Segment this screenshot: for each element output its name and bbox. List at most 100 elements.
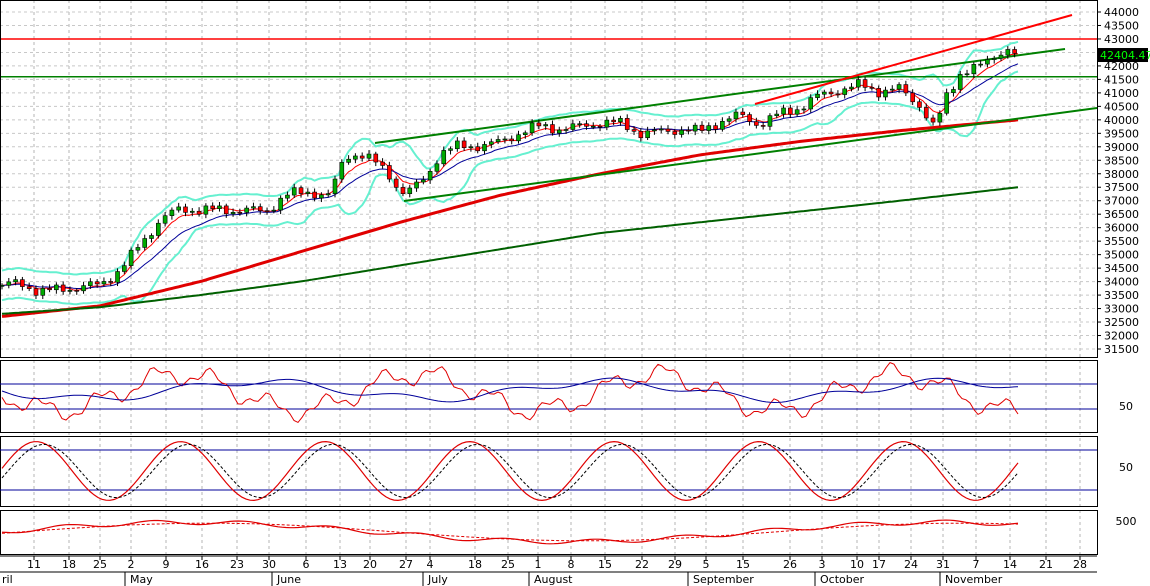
candle-body [529, 122, 535, 134]
price-tick-label: 43500 [1104, 19, 1139, 32]
candle-body [108, 281, 114, 283]
candle-body [930, 117, 936, 123]
candle-body [631, 129, 637, 132]
day-tick-label: 3 [819, 558, 826, 571]
candle-body [210, 205, 215, 209]
candlesticks [0, 46, 1017, 300]
candle-body [346, 158, 351, 163]
candle-body [94, 281, 100, 285]
candle-body [584, 123, 589, 127]
day-tick-label: 31 [936, 558, 950, 571]
price-tick-label: 41000 [1104, 87, 1139, 100]
candle-body [713, 125, 718, 130]
price-tick-label: 35500 [1104, 235, 1139, 248]
moving-average-long [1, 118, 1019, 318]
candle-body [434, 163, 440, 172]
month-label: ril [2, 573, 13, 586]
candle-body [658, 128, 664, 131]
candle-body [760, 125, 766, 127]
candle-body [33, 288, 39, 296]
candle-body [60, 284, 66, 292]
day-tick-label: 18 [468, 558, 482, 571]
indicator-frame-2 [0, 510, 1098, 555]
day-tick-label: 2 [128, 558, 135, 571]
candle-body [183, 206, 188, 213]
candle-body [869, 87, 875, 89]
candle-body [40, 288, 46, 296]
candle-body [135, 247, 141, 251]
candle-body [563, 129, 569, 131]
candle-body [13, 279, 18, 283]
candle-body [740, 111, 746, 115]
candle-body [339, 162, 345, 180]
candle-body [801, 108, 807, 111]
price-tick-label: 40500 [1104, 100, 1139, 113]
month-label: May [130, 573, 153, 586]
candle-body [380, 161, 385, 166]
oscillator-line [1, 519, 1019, 545]
indicator-frame-1 [0, 436, 1098, 507]
candle-body [971, 64, 977, 75]
candle-body [448, 148, 453, 151]
last-price-label: 42404.47 [1100, 49, 1150, 62]
candle-body [754, 121, 759, 126]
candle-body [196, 210, 202, 215]
candle-body [115, 271, 120, 283]
price-tick-label: 31500 [1104, 343, 1139, 356]
candle-body [495, 139, 501, 143]
month-label: September [693, 573, 754, 586]
candle-body [672, 131, 678, 135]
candle-body [543, 124, 548, 127]
candle-body [604, 119, 610, 128]
candle-body [291, 187, 297, 196]
last-price-box [1098, 48, 1148, 63]
candle-body [828, 91, 834, 95]
main-panel-frame [0, 0, 1098, 358]
candle-body [774, 113, 780, 117]
candle-body [536, 122, 542, 127]
candle-body [427, 171, 433, 181]
candle-body [162, 215, 168, 224]
day-tick-label: 8 [568, 558, 575, 571]
day-tick-label: 28 [1073, 558, 1087, 571]
candle-body [366, 153, 372, 159]
candle-body [414, 181, 419, 189]
candle-body [230, 212, 236, 215]
candle-body [590, 125, 596, 128]
price-tick-label: 38000 [1104, 168, 1139, 181]
candle-body [781, 107, 786, 115]
day-tick-label: 22 [635, 558, 649, 571]
candle-body [896, 84, 902, 90]
candle-body [910, 92, 915, 103]
month-label: June [276, 573, 301, 586]
candle-body [128, 249, 134, 266]
day-tick-label: 26 [783, 558, 797, 571]
candle-body [142, 238, 148, 248]
candle-body [917, 101, 922, 108]
price-tick-label: 37000 [1104, 195, 1139, 208]
candle-body [978, 63, 983, 66]
candle-body [81, 285, 86, 292]
candle-body [1005, 49, 1011, 56]
candle-body [54, 284, 59, 291]
candle-body [74, 290, 80, 292]
candle-body [482, 144, 487, 152]
day-tick-label: 5 [703, 558, 710, 571]
candle-body [251, 206, 256, 209]
month-label: November [945, 573, 1003, 586]
main-panel-lines [0, 14, 1098, 318]
candle-body [203, 205, 209, 215]
price-tick-label: 42000 [1104, 60, 1139, 73]
price-tick-label: 32000 [1104, 330, 1139, 343]
candle-body [903, 84, 909, 94]
day-tick-label: 23 [230, 558, 244, 571]
candle-body [822, 91, 827, 95]
candle-body [686, 129, 691, 132]
candle-body [502, 138, 508, 141]
candle-body [849, 86, 854, 90]
grid-lines [0, 0, 1097, 554]
candle-body [624, 118, 630, 130]
candle-body [998, 54, 1004, 59]
day-tick-label: 24 [904, 558, 918, 571]
candle-body [645, 130, 650, 139]
